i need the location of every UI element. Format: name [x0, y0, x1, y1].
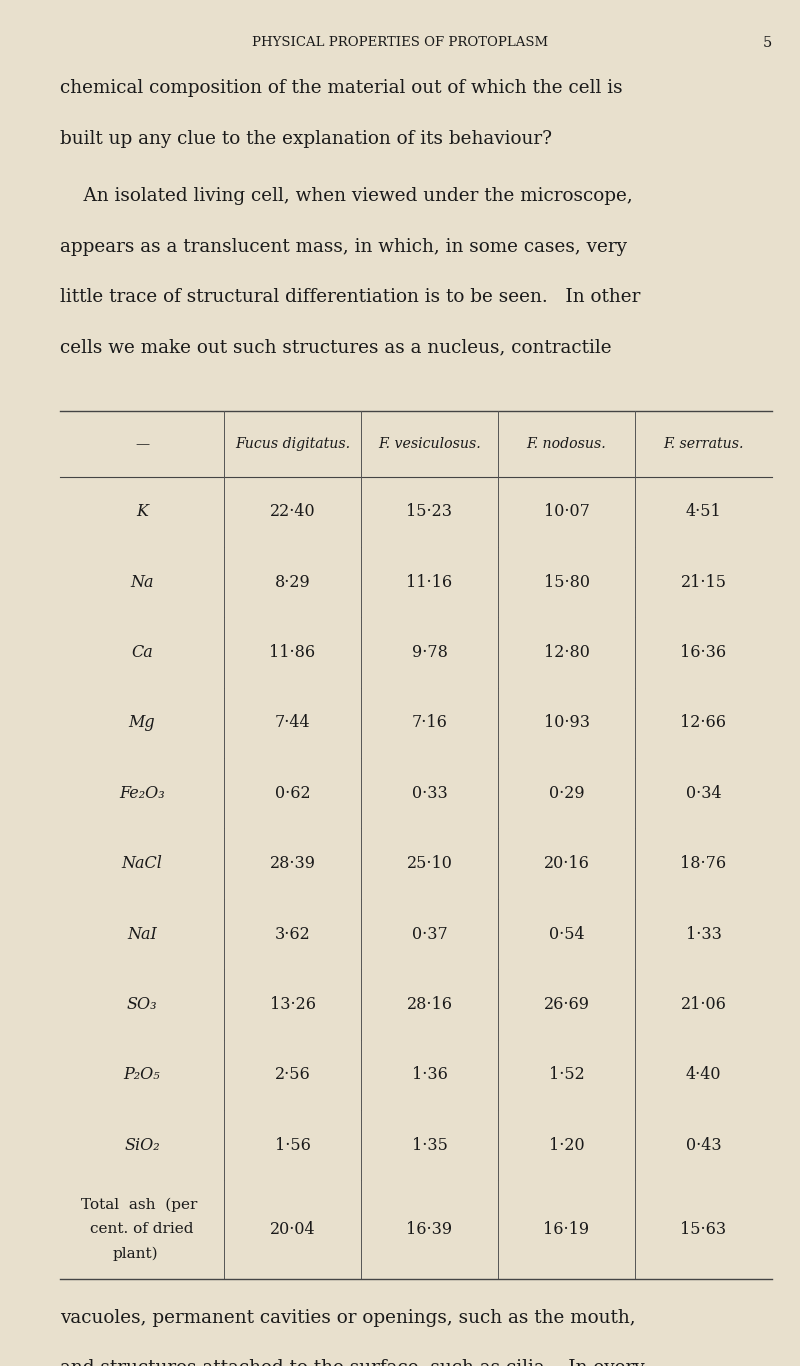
Text: Fe₂O₃: Fe₂O₃	[119, 785, 165, 802]
Text: 20·16: 20·16	[543, 855, 590, 872]
Text: 0·29: 0·29	[549, 785, 584, 802]
Text: F. vesiculosus.: F. vesiculosus.	[378, 437, 481, 451]
Text: built up any clue to the explanation of its behaviour?: built up any clue to the explanation of …	[60, 130, 552, 148]
Text: 0·54: 0·54	[549, 926, 584, 943]
Text: 15·80: 15·80	[543, 574, 590, 590]
Text: plant): plant)	[113, 1247, 158, 1261]
Text: NaCl: NaCl	[122, 855, 162, 872]
Text: 1·56: 1·56	[274, 1137, 310, 1153]
Text: 0·43: 0·43	[686, 1137, 722, 1153]
Text: Total  ash  (per: Total ash (per	[81, 1198, 197, 1212]
Text: 1·52: 1·52	[549, 1067, 584, 1083]
Text: 11·16: 11·16	[406, 574, 453, 590]
Text: 1·36: 1·36	[411, 1067, 447, 1083]
Text: 21·06: 21·06	[681, 996, 726, 1012]
Text: Ca: Ca	[131, 645, 153, 661]
Text: 10·07: 10·07	[543, 504, 590, 520]
Text: 25·10: 25·10	[406, 855, 453, 872]
Text: Na: Na	[130, 574, 154, 590]
Text: 11·86: 11·86	[270, 645, 315, 661]
Text: vacuoles, permanent cavities or openings, such as the mouth,: vacuoles, permanent cavities or openings…	[60, 1309, 636, 1326]
Text: 28·39: 28·39	[270, 855, 315, 872]
Text: Fucus digitatus.: Fucus digitatus.	[235, 437, 350, 451]
Text: P₂O₅: P₂O₅	[124, 1067, 160, 1083]
Text: 1·20: 1·20	[549, 1137, 584, 1153]
Text: 12·80: 12·80	[543, 645, 590, 661]
Text: 16·39: 16·39	[406, 1221, 453, 1238]
Text: —: —	[135, 437, 149, 451]
Text: 3·62: 3·62	[274, 926, 310, 943]
Text: 0·37: 0·37	[412, 926, 447, 943]
Text: 18·76: 18·76	[681, 855, 726, 872]
Text: 1·33: 1·33	[686, 926, 722, 943]
Text: 13·26: 13·26	[270, 996, 315, 1012]
Text: 0·62: 0·62	[274, 785, 310, 802]
Text: 15·63: 15·63	[681, 1221, 726, 1238]
Text: 7·16: 7·16	[411, 714, 447, 731]
Text: SO₃: SO₃	[126, 996, 158, 1012]
Text: 16·19: 16·19	[543, 1221, 590, 1238]
Text: 12·66: 12·66	[681, 714, 726, 731]
Text: F. nodosus.: F. nodosus.	[526, 437, 606, 451]
Text: F. serratus.: F. serratus.	[663, 437, 744, 451]
Text: cells we make out such structures as a nucleus, contractile: cells we make out such structures as a n…	[60, 339, 612, 357]
Text: 7·44: 7·44	[274, 714, 310, 731]
Text: PHYSICAL PROPERTIES OF PROTOPLASM: PHYSICAL PROPERTIES OF PROTOPLASM	[252, 36, 548, 49]
Text: 20·04: 20·04	[270, 1221, 315, 1238]
Text: 9·78: 9·78	[411, 645, 447, 661]
Text: 10·93: 10·93	[543, 714, 590, 731]
Text: appears as a translucent mass, in which, in some cases, very: appears as a translucent mass, in which,…	[60, 238, 627, 255]
Text: and structures attached to the surface, such as cilia.   In every: and structures attached to the surface, …	[60, 1359, 645, 1366]
Text: 0·34: 0·34	[686, 785, 722, 802]
Text: 15·23: 15·23	[406, 504, 453, 520]
Text: NaI: NaI	[127, 926, 157, 943]
Text: little trace of structural differentiation is to be seen.   In other: little trace of structural differentiati…	[60, 288, 640, 306]
Text: cent. of dried: cent. of dried	[90, 1223, 194, 1236]
Text: 22·40: 22·40	[270, 504, 315, 520]
Text: 28·16: 28·16	[406, 996, 453, 1012]
Text: 26·69: 26·69	[543, 996, 590, 1012]
Text: 16·36: 16·36	[681, 645, 726, 661]
Text: 5: 5	[762, 36, 772, 49]
Text: 8·29: 8·29	[274, 574, 310, 590]
Text: 4·40: 4·40	[686, 1067, 722, 1083]
Text: 2·56: 2·56	[274, 1067, 310, 1083]
Text: SiO₂: SiO₂	[124, 1137, 160, 1153]
Text: Mg: Mg	[129, 714, 155, 731]
Text: chemical composition of the material out of which the cell is: chemical composition of the material out…	[60, 79, 622, 97]
Text: 0·33: 0·33	[412, 785, 447, 802]
Text: 21·15: 21·15	[681, 574, 726, 590]
Text: K: K	[136, 504, 148, 520]
Text: An isolated living cell, when viewed under the microscope,: An isolated living cell, when viewed und…	[60, 187, 633, 205]
Text: 4·51: 4·51	[686, 504, 722, 520]
Text: 1·35: 1·35	[411, 1137, 447, 1153]
